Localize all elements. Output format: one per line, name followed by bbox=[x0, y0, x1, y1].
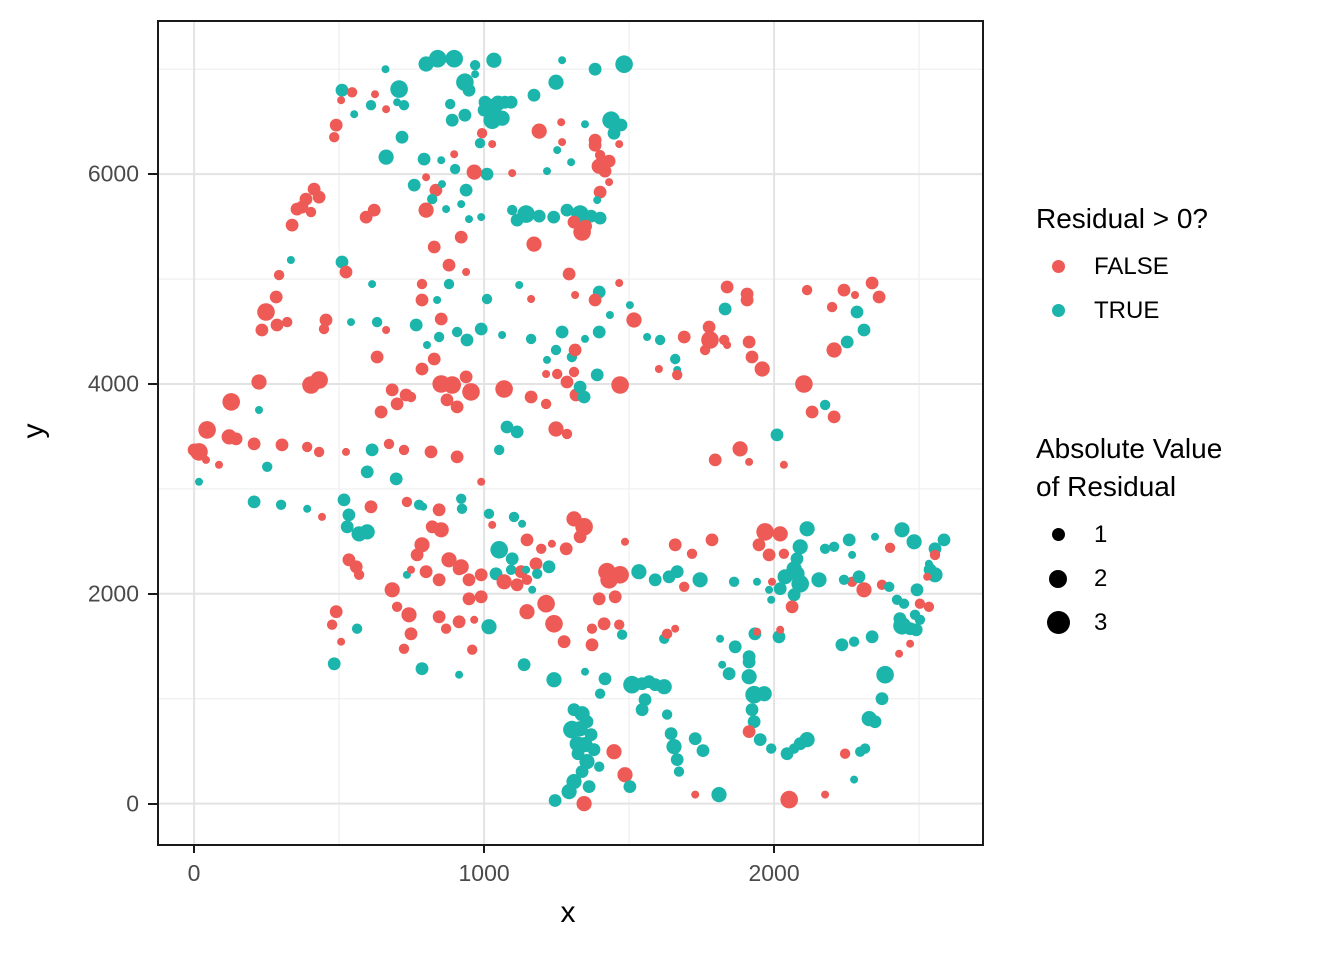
y-axis-title: y bbox=[17, 423, 50, 439]
size-3-label: 3 bbox=[1094, 608, 1108, 636]
legend-row-size-1[interactable]: 1 bbox=[1036, 520, 1222, 550]
size-legend-title-line1: Absolute Value bbox=[1036, 433, 1223, 464]
size-3-key-dot-icon bbox=[1036, 611, 1080, 635]
x-tick-label: 0 bbox=[187, 860, 201, 886]
color-legend: Residual > 0? FALSE TRUE bbox=[1036, 200, 1208, 326]
true-key-dot-icon bbox=[1036, 304, 1080, 318]
legend-row-size-2[interactable]: 2 bbox=[1036, 564, 1222, 594]
size-legend-title-line2: of Residual bbox=[1036, 470, 1177, 502]
x-tick-label: 1000 bbox=[458, 860, 510, 886]
plot-panel bbox=[157, 20, 984, 846]
legend-row-size-3[interactable]: 3 bbox=[1036, 608, 1222, 638]
x-tick-label: 2000 bbox=[748, 860, 800, 886]
true-label: TRUE bbox=[1094, 296, 1160, 324]
size-2-key-dot-icon bbox=[1036, 569, 1080, 588]
scatter-points bbox=[159, 22, 982, 844]
y-tick-label: 2000 bbox=[87, 580, 139, 607]
color-legend-title: Residual > 0? bbox=[1036, 203, 1209, 234]
false-label: FALSE bbox=[1094, 252, 1169, 280]
size-1-label: 1 bbox=[1094, 520, 1108, 548]
size-2-label: 2 bbox=[1094, 564, 1108, 592]
size-1-key-dot-icon bbox=[1036, 528, 1080, 542]
legend-row-true[interactable]: TRUE bbox=[1036, 296, 1208, 326]
false-key-dot-icon bbox=[1036, 260, 1080, 274]
y-tick-label: 0 bbox=[126, 790, 139, 817]
y-tick-label: 4000 bbox=[87, 370, 139, 397]
x-axis-title: x bbox=[560, 896, 576, 929]
y-tick-label: 6000 bbox=[87, 160, 139, 187]
legend-row-false[interactable]: FALSE bbox=[1036, 252, 1208, 282]
size-legend: Absolute Value of Residual 1 2 3 bbox=[1036, 430, 1222, 638]
